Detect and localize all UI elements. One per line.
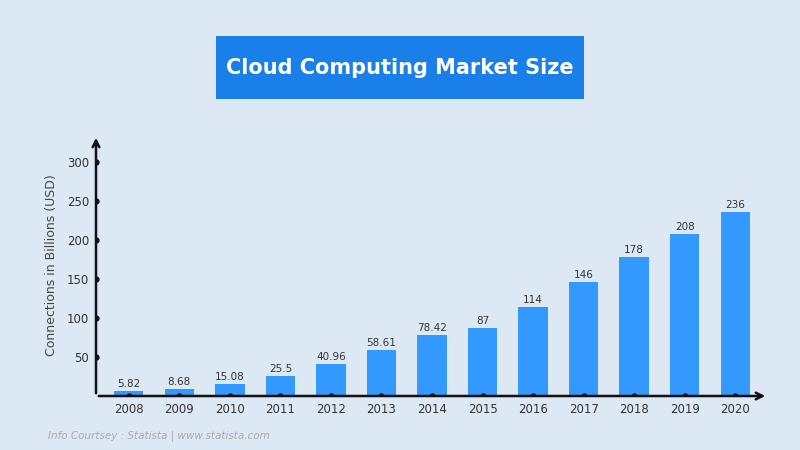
Bar — [468, 328, 497, 396]
Text: 58.61: 58.61 — [366, 338, 397, 348]
Bar — [721, 212, 750, 396]
Bar — [316, 364, 346, 396]
Text: 40.96: 40.96 — [316, 352, 346, 362]
Text: 114: 114 — [523, 295, 543, 305]
Text: 87: 87 — [476, 316, 489, 326]
Text: 25.5: 25.5 — [269, 364, 292, 374]
Bar — [619, 257, 649, 396]
Text: Cloud Computing Market Size: Cloud Computing Market Size — [226, 58, 574, 77]
FancyBboxPatch shape — [186, 31, 614, 104]
Bar — [114, 392, 143, 396]
Y-axis label: Connections in Billions (USD): Connections in Billions (USD) — [46, 175, 58, 356]
Bar — [418, 335, 446, 396]
Bar — [518, 307, 548, 396]
Bar — [215, 384, 245, 396]
FancyBboxPatch shape — [192, 34, 608, 107]
Bar — [165, 389, 194, 396]
Text: 5.82: 5.82 — [118, 379, 141, 389]
Text: 208: 208 — [674, 221, 694, 232]
Bar — [367, 351, 396, 396]
Bar — [266, 376, 295, 396]
Text: 236: 236 — [726, 200, 745, 210]
Text: 178: 178 — [624, 245, 644, 255]
Text: 8.68: 8.68 — [168, 377, 191, 387]
Text: 78.42: 78.42 — [417, 323, 447, 333]
Bar — [670, 234, 699, 396]
Text: 146: 146 — [574, 270, 594, 280]
Text: 15.08: 15.08 — [215, 372, 245, 382]
Bar — [569, 282, 598, 396]
Text: Info Courtsey : Statista | www.statista.com: Info Courtsey : Statista | www.statista.… — [48, 431, 270, 441]
